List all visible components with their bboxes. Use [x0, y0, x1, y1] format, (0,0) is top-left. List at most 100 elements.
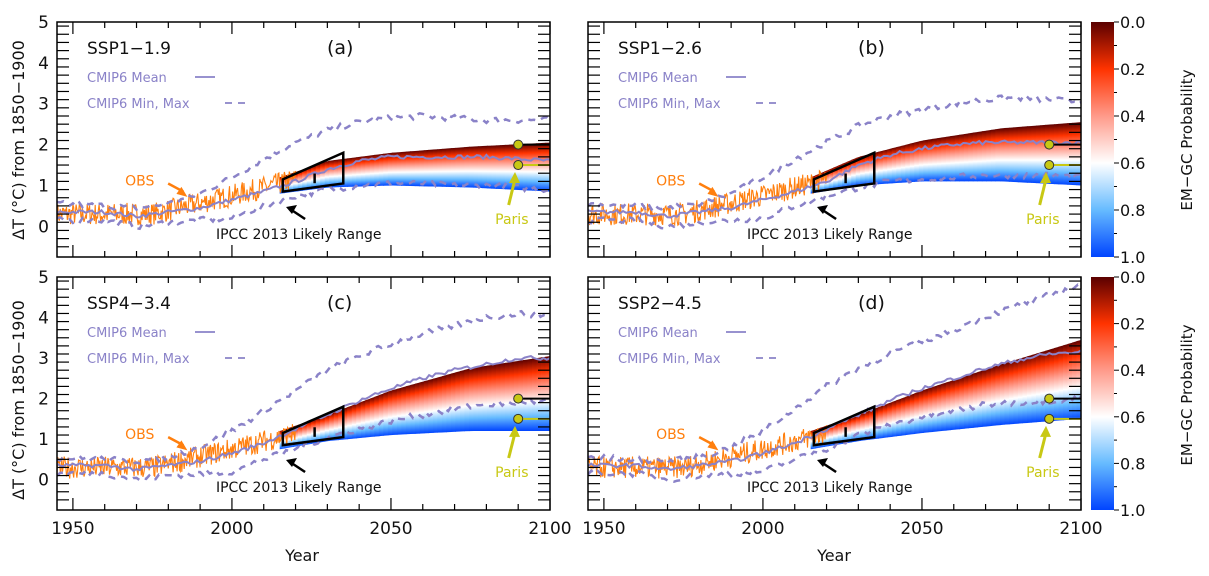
- emgc-band-slice: [1058, 345, 1064, 421]
- cmip6-max-line: [588, 93, 1081, 212]
- emgc-band-slice: [491, 145, 497, 189]
- emgc-band-slice: [536, 143, 542, 192]
- emgc-band-slice: [1040, 124, 1046, 184]
- emgc-band-slice: [1062, 343, 1069, 421]
- emgc-band-slice: [450, 372, 456, 432]
- panel-c: 0 1 2 3 4 5 1950 2000 2050 2100 SSP4−3.4 (c) CMIP6 M…: [38, 268, 571, 539]
- y-tick-label: 2: [38, 390, 49, 410]
- obs-arrow-head: [176, 440, 188, 451]
- x-tick-label: 2100: [1059, 519, 1102, 539]
- ipcc-likely-range-box: [281, 404, 345, 447]
- emgc-band-slice: [918, 140, 924, 182]
- emgc-band-slice: [837, 420, 843, 445]
- obs-annotation: OBS: [125, 173, 154, 189]
- emgc-band-slice: [986, 129, 992, 182]
- emgc-band-slice: [936, 137, 942, 182]
- emgc-band-slice: [522, 143, 529, 191]
- emgc-band-slice: [882, 403, 888, 439]
- colorbar-label-bottom: EM−GC Probability: [1178, 324, 1196, 465]
- obs-line: [57, 170, 297, 226]
- emgc-band-slice: [545, 356, 550, 431]
- ipcc-likely-range-box: [812, 404, 876, 447]
- emgc-band-slice: [401, 386, 407, 435]
- colorbar-tick-label: 0.2: [1120, 315, 1145, 334]
- emgc-band-slice: [365, 155, 371, 187]
- emgc-band-slice: [1049, 348, 1055, 422]
- emgc-band-slice: [495, 145, 502, 190]
- emgc-band-slice: [369, 396, 375, 438]
- emgc-band-slice: [981, 369, 987, 427]
- paris-target-marker: [1044, 160, 1055, 171]
- paris-arrow-head: [1040, 425, 1052, 437]
- emgc-band-slice: [995, 364, 1001, 426]
- emgc-band-slice: [329, 412, 335, 441]
- ipcc-arrow-head: [286, 205, 298, 214]
- plot-area: [57, 309, 550, 482]
- emgc-band-slice: [950, 135, 956, 182]
- y-tick-label: 0: [38, 217, 49, 237]
- cmip6-max-line: [588, 283, 1081, 465]
- x-axis-label-left: Year: [284, 546, 319, 565]
- emgc-band-slice: [545, 142, 550, 192]
- emgc-band-slice: [473, 367, 479, 431]
- plot-area: [588, 93, 1081, 230]
- emgc-band-slice: [396, 151, 402, 186]
- ipcc-annotation: IPCC 2013 Likely Range: [747, 227, 913, 243]
- emgc-band-slice: [1008, 127, 1015, 183]
- emgc-band-slice: [320, 415, 326, 443]
- emgc-band-slice: [383, 153, 389, 186]
- emgc-band-slice: [936, 384, 942, 432]
- emgc-band-slice: [941, 136, 947, 182]
- emgc-band-slice: [1035, 352, 1042, 423]
- emgc-band-slice: [941, 382, 947, 432]
- emgc-band-slice: [986, 367, 992, 427]
- emgc-band-slice: [531, 143, 538, 191]
- emgc-band-slice: [932, 385, 938, 432]
- emgc-band-slice: [306, 420, 312, 445]
- x-axis-label-right: Year: [816, 546, 851, 565]
- emgc-band-slice: [1004, 361, 1010, 425]
- emgc-band-slice: [837, 163, 843, 190]
- emgc-band-slice: [437, 376, 443, 433]
- y-tick-label: 5: [38, 13, 49, 33]
- y-tick-label: 3: [38, 95, 49, 115]
- emgc-band-slice: [878, 150, 884, 185]
- colorbar-tick-label: 0.8: [1120, 454, 1145, 473]
- emgc-band-slice: [896, 145, 902, 184]
- emgc-band-slice: [527, 143, 533, 191]
- emgc-band-slice: [900, 144, 906, 183]
- emgc-band-slice: [1031, 125, 1037, 184]
- x-tick-label: 1950: [582, 519, 625, 539]
- emgc-band-slice: [878, 405, 884, 439]
- scenario-title: SSP2−4.5: [618, 294, 702, 314]
- emgc-band-slice: [477, 366, 484, 431]
- paris-annotation: Paris: [495, 465, 528, 481]
- emgc-band-slice: [963, 375, 969, 429]
- emgc-band-slice: [356, 402, 362, 439]
- emgc-band-slice: [482, 365, 488, 431]
- obs-annotation: OBS: [125, 427, 154, 443]
- emgc-band-slice: [405, 151, 411, 186]
- paris-arrow: [507, 432, 517, 459]
- emgc-band-slice: [891, 400, 897, 437]
- emgc-band-slice: [329, 160, 335, 188]
- colorbar-tick-label: 0.6: [1120, 408, 1145, 427]
- plot-area: [588, 283, 1081, 483]
- emgc-band-slice: [351, 403, 357, 439]
- emgc-band-slice: [972, 372, 978, 428]
- cmip6-mean-line: [57, 355, 550, 473]
- y-tick-label: 4: [38, 309, 49, 329]
- emgc-band-slice: [1053, 346, 1060, 421]
- emgc-band-slice: [446, 373, 452, 433]
- paris-arrow: [507, 178, 517, 206]
- emgc-band-slice: [1044, 349, 1051, 422]
- emgc-band-slice: [324, 414, 330, 442]
- y-axis-label-bottom: ΔT (°C) from 1850−1900: [9, 300, 28, 500]
- emgc-band-slice: [896, 398, 902, 437]
- emgc-band-slice: [522, 359, 529, 431]
- emgc-band-slice: [500, 362, 506, 431]
- paris-arrow: [1038, 178, 1048, 206]
- emgc-band-slice: [396, 387, 402, 435]
- emgc-band-slice: [1017, 357, 1024, 424]
- emgc-band-slice: [504, 144, 511, 190]
